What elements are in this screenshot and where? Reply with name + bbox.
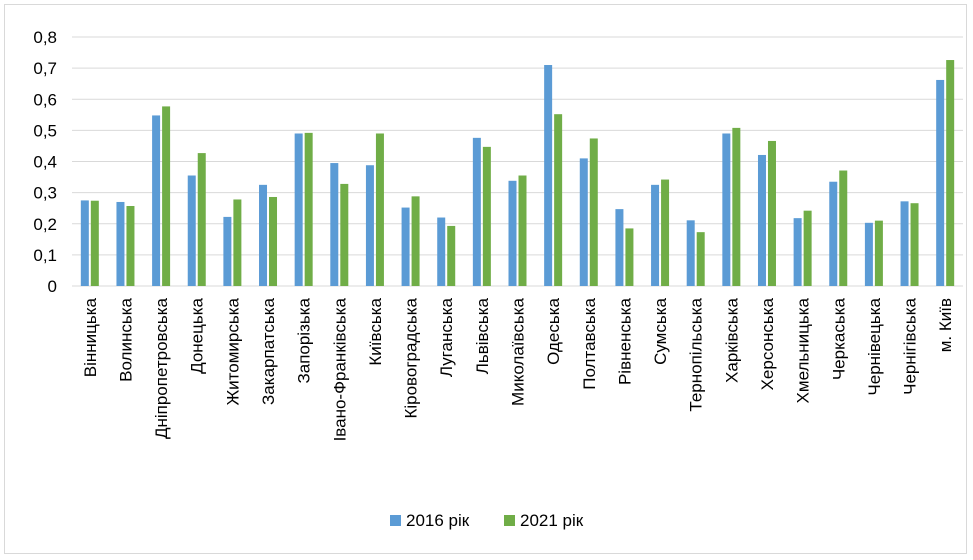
x-category-label: м. Київ [936, 298, 955, 352]
bar-series-2 [661, 179, 670, 286]
y-tick-label: 0,6 [33, 90, 57, 109]
bar-series-1 [187, 175, 196, 286]
bar-series-1 [80, 200, 89, 286]
bar-series-2 [304, 132, 313, 286]
x-category-label: Сумська [651, 297, 670, 364]
y-tick-label: 0 [48, 277, 57, 296]
x-category-label: Рівненська [615, 297, 634, 385]
bar-series-1 [544, 65, 553, 286]
bar-series-1 [829, 181, 838, 286]
x-category-label: Одеська [544, 297, 563, 364]
bar-series-2 [518, 175, 527, 286]
x-category-label: Закарпатська [259, 297, 278, 404]
bar-series-2 [732, 127, 741, 286]
legend-swatch [504, 515, 515, 526]
x-category-label: Чернігівська [901, 297, 920, 394]
x-category-label: Житомирська [223, 297, 242, 405]
x-category-label: Дніпропетровська [152, 297, 171, 439]
bar-series-1 [294, 133, 303, 286]
x-category-label: Чернівецька [865, 297, 884, 395]
bar-series-1 [508, 180, 517, 286]
y-tick-label: 0,8 [33, 28, 57, 47]
bar-series-1 [900, 201, 909, 286]
legend-label: 2016 рік [406, 511, 470, 530]
x-category-label: Харківська [722, 297, 741, 382]
bar-series-1 [223, 216, 232, 286]
bar-series-2 [803, 210, 812, 286]
bar-series-1 [330, 163, 339, 286]
bar-series-2 [874, 220, 883, 286]
bar-series-1 [793, 218, 802, 286]
x-category-label: Донецька [188, 297, 207, 373]
y-tick-label: 0,1 [33, 246, 57, 265]
y-tick-label: 0,7 [33, 59, 57, 78]
x-category-label: Полтавська [580, 297, 599, 389]
bar-series-2 [589, 138, 598, 286]
x-category-label: Тернопільська [687, 297, 706, 411]
bar-series-2 [126, 206, 135, 286]
bar-series-2 [375, 133, 384, 286]
bar-series-1 [472, 137, 481, 286]
bar-series-1 [365, 165, 374, 286]
bar-series-2 [554, 114, 563, 286]
x-category-label: Львівська [473, 297, 492, 374]
x-category-label: Кіровоградська [402, 297, 421, 418]
bar-series-2 [411, 196, 420, 286]
bar-series-2 [946, 60, 955, 286]
bar-series-2 [767, 140, 776, 286]
bar-series-1 [686, 220, 695, 286]
bar-series-2 [839, 170, 848, 286]
bar-series-2 [910, 203, 919, 286]
x-category-label: Хмельницька [794, 297, 813, 403]
bar-series-1 [152, 115, 161, 286]
x-category-label: Черкаська [829, 297, 848, 380]
bar-series-2 [233, 199, 242, 286]
y-tick-label: 0,3 [33, 184, 57, 203]
bar-series-1 [401, 207, 410, 286]
bar-series-2 [625, 228, 634, 286]
bar-series-1 [437, 217, 446, 286]
bar-series-1 [259, 184, 268, 286]
bar-series-1 [579, 158, 588, 286]
bar-series-2 [269, 196, 278, 286]
bar-series-1 [651, 184, 660, 286]
bar-series-1 [936, 79, 945, 286]
y-tick-label: 0,4 [33, 153, 57, 172]
x-category-label: Київська [366, 297, 385, 365]
bar-series-2 [340, 183, 349, 286]
bar-series-1 [116, 201, 125, 286]
bar-series-1 [864, 222, 873, 286]
bar-series-2 [447, 225, 456, 286]
bar-series-2 [162, 106, 171, 286]
x-category-label: Волинська [116, 297, 135, 381]
y-tick-label: 0,2 [33, 215, 57, 234]
y-tick-label: 0,5 [33, 121, 57, 140]
x-category-label: Луганська [437, 297, 456, 377]
bar-series-2 [696, 232, 705, 286]
x-category-label: Запорізька [295, 297, 314, 383]
bar-series-1 [757, 154, 766, 286]
x-category-label: Херсонська [758, 297, 777, 390]
x-category-label: Вінницька [81, 297, 100, 377]
bar-series-2 [197, 153, 206, 286]
x-category-label: Івано-Франківська [330, 297, 349, 441]
bar-series-2 [482, 146, 491, 286]
bar-series-1 [615, 209, 624, 286]
bar-series-1 [722, 133, 731, 286]
legend-label: 2021 рік [520, 511, 584, 530]
x-category-label: Миколаївська [509, 297, 528, 405]
legend-swatch [390, 515, 401, 526]
bar-series-2 [90, 200, 99, 286]
